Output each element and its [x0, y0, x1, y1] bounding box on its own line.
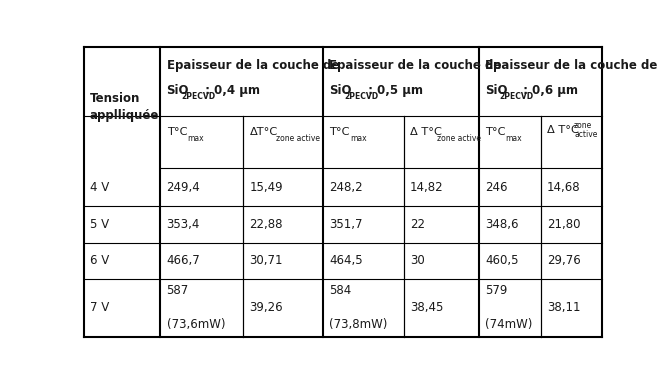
Text: active: active: [574, 130, 597, 139]
Text: 14,68: 14,68: [547, 181, 581, 194]
Text: 248,2: 248,2: [329, 181, 363, 194]
Text: Epaisseur de la couche de: Epaisseur de la couche de: [485, 59, 658, 72]
Text: 460,5: 460,5: [485, 254, 518, 267]
Text: Δ T°C: Δ T°C: [409, 127, 442, 136]
Text: 2PECVD: 2PECVD: [181, 92, 215, 101]
Text: 14,82: 14,82: [409, 181, 444, 194]
Text: 29,76: 29,76: [547, 254, 581, 267]
Text: 38,11: 38,11: [547, 301, 581, 314]
Text: ΔT°C: ΔT°C: [250, 127, 278, 136]
Text: 587

(73,6mW): 587 (73,6mW): [167, 284, 225, 331]
Text: 39,26: 39,26: [250, 301, 283, 314]
Text: 21,80: 21,80: [547, 218, 581, 231]
Text: SiO: SiO: [329, 84, 352, 97]
Text: max: max: [506, 134, 522, 143]
Text: Tension
applliquée: Tension applliquée: [90, 93, 159, 122]
Text: : 0,5 µm: : 0,5 µm: [364, 84, 423, 97]
Text: zone: zone: [574, 121, 592, 130]
Text: 579

(74mW): 579 (74mW): [485, 284, 533, 331]
Text: 6 V: 6 V: [90, 254, 109, 267]
Text: max: max: [350, 134, 367, 143]
Text: 466,7: 466,7: [167, 254, 200, 267]
Text: 30: 30: [409, 254, 425, 267]
Text: 30,71: 30,71: [250, 254, 283, 267]
Text: 2PECVD: 2PECVD: [344, 92, 378, 101]
Text: 22,88: 22,88: [250, 218, 283, 231]
Text: 22: 22: [409, 218, 425, 231]
Text: 5 V: 5 V: [90, 218, 109, 231]
Text: max: max: [187, 134, 204, 143]
Text: 4 V: 4 V: [90, 181, 109, 194]
Text: 464,5: 464,5: [329, 254, 363, 267]
Text: Δ T°C: Δ T°C: [547, 125, 579, 135]
Text: zone active: zone active: [276, 134, 320, 143]
Text: 246: 246: [485, 181, 507, 194]
Text: 2PECVD: 2PECVD: [500, 92, 534, 101]
Text: Epaisseur de la couche de: Epaisseur de la couche de: [329, 59, 502, 72]
Text: 584

(73,8mW): 584 (73,8mW): [329, 284, 388, 331]
Text: : 0,6 µm: : 0,6 µm: [519, 84, 578, 97]
Text: SiO: SiO: [167, 84, 189, 97]
Text: 15,49: 15,49: [250, 181, 283, 194]
Text: 249,4: 249,4: [167, 181, 200, 194]
Text: 351,7: 351,7: [329, 218, 363, 231]
Text: T°C: T°C: [485, 127, 505, 136]
Text: Epaisseur de la couche de: Epaisseur de la couche de: [167, 59, 339, 72]
Text: 348,6: 348,6: [485, 218, 518, 231]
Text: zone active: zone active: [437, 134, 481, 143]
Text: 7 V: 7 V: [90, 301, 109, 314]
Text: SiO: SiO: [485, 84, 507, 97]
Text: 353,4: 353,4: [167, 218, 200, 231]
Text: T°C: T°C: [329, 127, 350, 136]
Text: : 0,4 µm: : 0,4 µm: [201, 84, 260, 97]
Text: T°C: T°C: [167, 127, 187, 136]
Text: 38,45: 38,45: [409, 301, 443, 314]
